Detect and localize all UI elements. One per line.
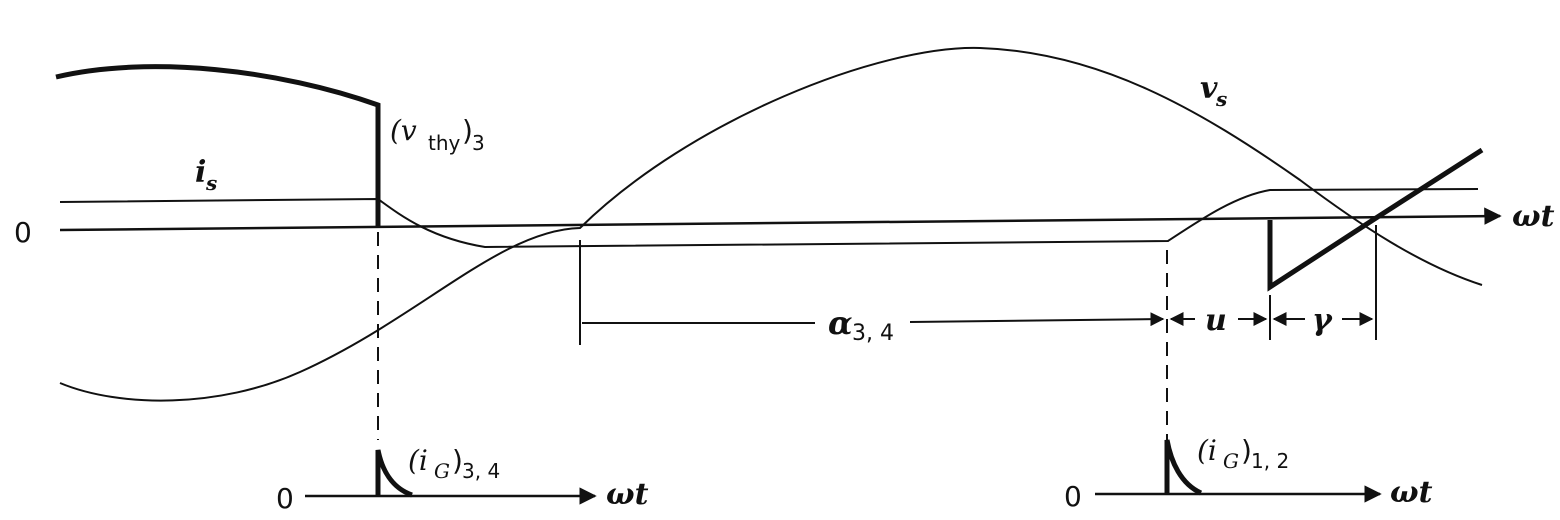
ig34-index: 3, 4 <box>462 459 500 483</box>
zero-label-main: 0 <box>14 216 32 249</box>
gate-pulse-12 <box>1164 439 1203 496</box>
vs-subscript: s <box>1215 87 1227 111</box>
u-label: u <box>1205 303 1227 338</box>
ig12-subscript: G <box>1223 449 1239 473</box>
ig12-open: (i <box>1197 434 1217 467</box>
omega-t-label-right: ωt <box>1390 475 1433 510</box>
zero-label-right: 0 <box>1064 480 1082 513</box>
vs-label: v <box>1200 71 1218 106</box>
is-waveform <box>59 188 1479 249</box>
omega-t-label-left: ωt <box>606 477 649 512</box>
alpha-subscript: 3, 4 <box>852 321 894 346</box>
alpha-label: α <box>828 304 853 342</box>
omega-t-label-main: ωt <box>1512 199 1555 234</box>
vthy-index: 3 <box>472 131 485 155</box>
ig34-open: (i <box>408 444 428 477</box>
ig34-subscript: G <box>434 459 450 483</box>
gamma-label: γ <box>1312 303 1333 338</box>
zero-label-left: 0 <box>276 482 294 515</box>
alpha-arrow-right <box>909 312 1165 327</box>
ig12-index: 1, 2 <box>1251 449 1289 473</box>
vthy-notch <box>1267 147 1484 292</box>
vthy-subscript: thy <box>428 131 461 155</box>
ig12-close: ) <box>1241 434 1252 467</box>
vthy-close: ) <box>462 114 473 147</box>
vthy-waveform <box>55 64 381 228</box>
ig34-close: ) <box>452 444 463 477</box>
is-subscript: s <box>205 171 217 195</box>
main-time-axis <box>59 207 1502 232</box>
vthy-label: (v <box>390 114 417 147</box>
gate-pulse-34 <box>375 449 413 498</box>
vs-waveform <box>59 46 1483 402</box>
is-label: i <box>195 155 206 190</box>
